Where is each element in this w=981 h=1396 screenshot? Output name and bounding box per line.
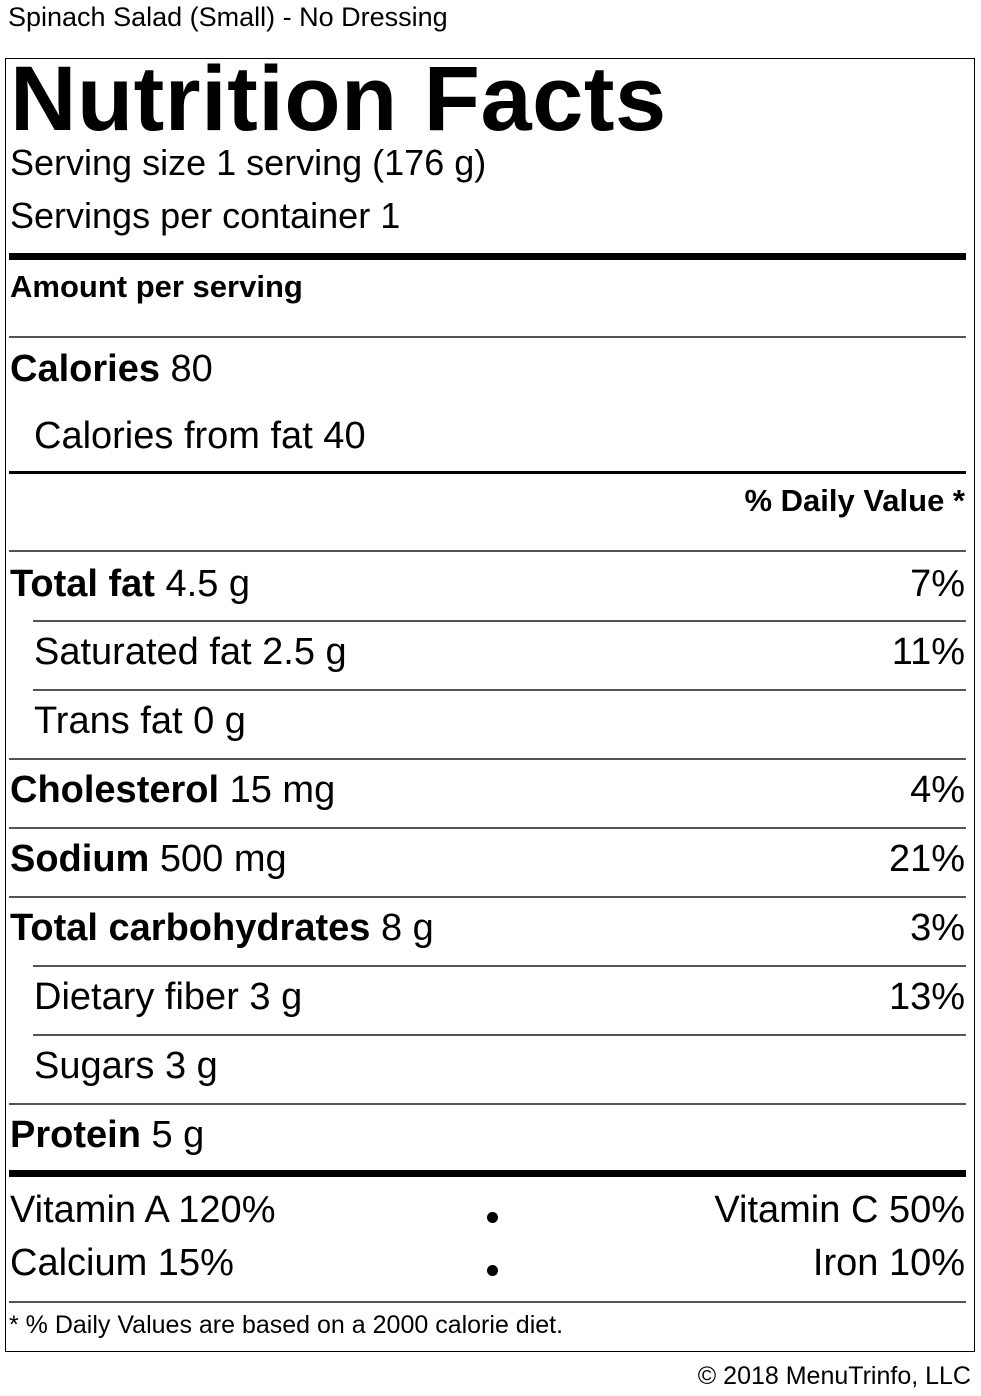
nutrient-name: Total fat bbox=[10, 563, 155, 605]
servings-per-container: Servings per container 1 bbox=[10, 195, 401, 236]
nutrient-name: Total carbohydrates bbox=[10, 907, 371, 949]
divider bbox=[33, 1034, 966, 1036]
amount-per-serving: Amount per serving bbox=[10, 269, 303, 304]
nutrient-row-total-fat: Total fat 4.5 g bbox=[10, 561, 250, 607]
nutrient-dv: 11% bbox=[891, 631, 965, 673]
copyright: © 2018 MenuTrinfo, LLC bbox=[697, 1362, 971, 1390]
nutrient-row-protein: Protein 5 g bbox=[10, 1112, 204, 1158]
nutrient-dv: 3% bbox=[910, 907, 965, 949]
divider bbox=[9, 336, 966, 338]
nutrient-row-dietary-fiber: Dietary fiber 3 g bbox=[34, 976, 303, 1018]
daily-value-footnote: * % Daily Values are based on a 2000 cal… bbox=[9, 1311, 564, 1339]
calories-row: Calories 80 bbox=[10, 346, 213, 392]
nutrient-amount: 15 mg bbox=[229, 769, 336, 811]
daily-value-header: % Daily Value * bbox=[744, 483, 965, 518]
nutrient-row-cholesterol: Cholesterol 15 mg bbox=[10, 767, 335, 813]
vitamin-c: Vitamin C 50% bbox=[714, 1189, 965, 1231]
divider-medium bbox=[9, 471, 966, 474]
label-title: Nutrition Facts bbox=[10, 48, 667, 150]
divider bbox=[9, 1103, 966, 1105]
divider-thick bbox=[9, 1170, 966, 1177]
serving-size: Serving size 1 serving (176 g) bbox=[10, 142, 487, 183]
calories-value: 80 bbox=[170, 348, 213, 390]
divider-thick bbox=[9, 253, 966, 260]
nutrient-row-sodium: Sodium 500 mg bbox=[10, 836, 287, 882]
divider bbox=[9, 896, 966, 898]
nutrient-amount: 500 mg bbox=[159, 838, 287, 880]
iron: Iron 10% bbox=[812, 1242, 965, 1284]
nutrient-name: Protein bbox=[10, 1114, 141, 1156]
divider bbox=[9, 827, 966, 829]
nutrient-row-total-carbohydrates: Total carbohydrates 8 g bbox=[10, 905, 434, 951]
calories-from-fat: Calories from fat 40 bbox=[34, 415, 366, 457]
nutrient-name: Cholesterol bbox=[10, 769, 220, 811]
nutrition-label: Nutrition Facts Serving size 1 serving (… bbox=[5, 49, 975, 1352]
calories-label: Calories bbox=[10, 348, 160, 390]
nutrient-dv: 21% bbox=[888, 838, 965, 880]
nutrient-amount: 4.5 g bbox=[165, 563, 251, 605]
nutrient-dv: 13% bbox=[888, 976, 965, 1018]
divider bbox=[33, 620, 966, 622]
divider bbox=[9, 758, 966, 760]
calcium: Calcium 15% bbox=[10, 1242, 234, 1284]
nutrient-row-saturated-fat: Saturated fat 2.5 g bbox=[34, 631, 347, 673]
nutrient-amount: 5 g bbox=[151, 1114, 205, 1156]
nutrient-row-sugars: Sugars 3 g bbox=[34, 1045, 218, 1087]
nutrient-name: Sodium bbox=[10, 838, 150, 880]
product-caption: Spinach Salad (Small) - No Dressing bbox=[8, 2, 448, 32]
bullet-dot bbox=[487, 1265, 498, 1276]
nutrient-dv: 4% bbox=[910, 769, 965, 811]
bullet-dot bbox=[487, 1212, 498, 1223]
divider bbox=[33, 689, 966, 691]
nutrient-amount: 8 g bbox=[380, 907, 434, 949]
nutrient-dv: 7% bbox=[910, 563, 965, 605]
nutrient-row-trans-fat: Trans fat 0 g bbox=[34, 700, 246, 742]
vitamin-a: Vitamin A 120% bbox=[10, 1189, 276, 1231]
divider bbox=[9, 1301, 966, 1303]
divider bbox=[9, 550, 966, 552]
divider bbox=[33, 965, 966, 967]
